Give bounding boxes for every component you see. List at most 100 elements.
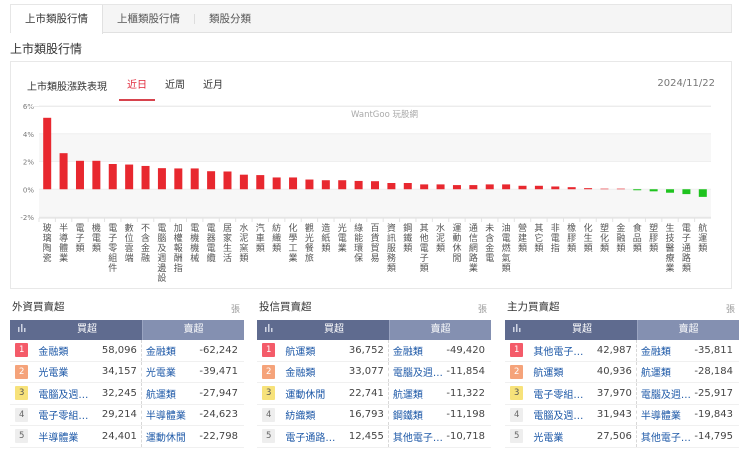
- sell-header[interactable]: 賣超: [389, 320, 491, 340]
- tab-listed-sectors[interactable]: 上市類股行情: [11, 5, 103, 34]
- sell-sector-link[interactable]: 半導體業: [640, 411, 681, 423]
- period-tab-week[interactable]: 近周: [165, 80, 185, 91]
- sell-sector-link[interactable]: 航運類: [640, 368, 671, 380]
- bar[interactable]: [551, 186, 560, 190]
- sell-sector-link[interactable]: 電腦及週…: [392, 368, 443, 380]
- sell-value: -35,811: [694, 344, 733, 356]
- bar[interactable]: [502, 184, 511, 190]
- sell-sector-link[interactable]: 電腦及週…: [640, 389, 691, 401]
- bar[interactable]: [666, 189, 675, 193]
- x-category-label: 電: [108, 223, 117, 234]
- period-tab-day[interactable]: 近日: [119, 76, 155, 101]
- bar[interactable]: [485, 184, 494, 190]
- bar[interactable]: [305, 179, 314, 190]
- buy-sector-link[interactable]: 電腦及週…: [533, 411, 584, 423]
- sell-sector-link[interactable]: 半導體業: [145, 411, 186, 423]
- buy-sector-link[interactable]: 運動休閒: [285, 389, 326, 401]
- x-category-label: 機: [190, 242, 199, 254]
- bar[interactable]: [600, 188, 609, 190]
- bar[interactable]: [141, 165, 150, 190]
- bar[interactable]: [125, 164, 134, 190]
- sell-sector-link[interactable]: 光電業: [145, 368, 176, 380]
- bar[interactable]: [321, 180, 330, 190]
- buy-sector-link[interactable]: 半導體業: [38, 432, 79, 444]
- buy-sector-link[interactable]: 其他電子…: [533, 346, 584, 358]
- sell-header[interactable]: 賣超: [142, 320, 244, 340]
- bar[interactable]: [354, 180, 363, 190]
- bar[interactable]: [289, 177, 298, 190]
- buy-sector-link[interactable]: 電子零組…: [533, 389, 584, 401]
- sell-sector-link[interactable]: 金融類: [392, 346, 423, 358]
- tab-otc-sectors[interactable]: 上櫃類股行情: [117, 13, 180, 25]
- buy-sector-link[interactable]: 光電業: [533, 432, 564, 444]
- sell-sector-link[interactable]: 鋼鐵類: [392, 411, 423, 423]
- bar[interactable]: [207, 171, 216, 190]
- sector-performance-card: 6% 4% 2% 0% -2% 玻璃陶瓷半導體業電子類機電類電子零組件數位雲端不含金融電腦…: [10, 61, 732, 289]
- x-category-label: 化: [600, 232, 609, 244]
- bar[interactable]: [108, 163, 117, 190]
- x-category-label: 油: [502, 222, 511, 234]
- bar-chart-icon[interactable]: [505, 320, 527, 340]
- bar[interactable]: [157, 168, 166, 190]
- bar-chart-icon[interactable]: [10, 320, 32, 340]
- bar[interactable]: [682, 189, 691, 195]
- bar[interactable]: [633, 189, 642, 191]
- bar-chart-icon[interactable]: [257, 320, 279, 340]
- buy-sector-link[interactable]: 金融類: [285, 368, 316, 380]
- bar[interactable]: [616, 188, 625, 190]
- sell-sector-link[interactable]: 航運類: [392, 389, 423, 401]
- buy-sector-link[interactable]: 金融類: [38, 346, 69, 358]
- sell-sector-link[interactable]: 運動休閒: [145, 432, 186, 444]
- bar[interactable]: [518, 185, 527, 190]
- buy-sector-link[interactable]: 紡織類: [285, 411, 316, 423]
- x-category-label: 服: [387, 243, 396, 254]
- period-tab-month[interactable]: 近月: [203, 80, 223, 91]
- buy-sector-link[interactable]: 電腦及週…: [38, 389, 89, 401]
- bar[interactable]: [256, 175, 265, 190]
- x-category-label: 週: [157, 253, 166, 264]
- bar[interactable]: [174, 168, 183, 190]
- bar[interactable]: [469, 185, 478, 190]
- buy-sector-link[interactable]: 電子零組…: [38, 411, 89, 423]
- bar[interactable]: [387, 183, 396, 190]
- bar[interactable]: [584, 188, 593, 190]
- bar[interactable]: [698, 189, 707, 197]
- x-category-label: 電: [190, 223, 199, 234]
- bar[interactable]: [420, 184, 429, 190]
- bar[interactable]: [92, 160, 101, 190]
- buy-header[interactable]: 買超: [77, 324, 97, 335]
- tab-sector-classification[interactable]: 類股分類: [209, 13, 251, 25]
- bar[interactable]: [338, 180, 347, 190]
- x-category-label: 類: [682, 263, 691, 274]
- buy-sector-link[interactable]: 光電業: [38, 368, 69, 380]
- bar[interactable]: [534, 185, 543, 190]
- sell-sector-link[interactable]: 金融類: [145, 346, 176, 358]
- bar[interactable]: [436, 184, 445, 190]
- buy-header[interactable]: 買超: [572, 324, 592, 335]
- sell-sector-link[interactable]: 其他電子…: [392, 432, 443, 444]
- sell-sector-link[interactable]: 其他電子…: [640, 432, 691, 444]
- x-category-label: 類: [420, 263, 429, 274]
- bar[interactable]: [190, 168, 199, 190]
- buy-sector-link[interactable]: 航運類: [533, 368, 564, 380]
- bar[interactable]: [649, 189, 658, 192]
- bar[interactable]: [59, 153, 68, 190]
- bar[interactable]: [272, 177, 281, 190]
- bar[interactable]: [75, 160, 84, 190]
- column-divider: [635, 426, 637, 447]
- buy-sector-link[interactable]: 電子通路…: [285, 432, 336, 444]
- bar[interactable]: [403, 183, 412, 190]
- sell-sector-link[interactable]: 航運類: [145, 389, 176, 401]
- buy-sector-link[interactable]: 航運類: [285, 346, 316, 358]
- bar[interactable]: [239, 174, 248, 190]
- x-category-label: 泥: [436, 233, 445, 244]
- bar[interactable]: [567, 187, 576, 190]
- bar[interactable]: [371, 181, 379, 190]
- buy-header[interactable]: 買超: [324, 324, 344, 335]
- x-category-label: 類: [272, 243, 281, 254]
- bar[interactable]: [223, 171, 232, 190]
- sell-header[interactable]: 賣超: [637, 320, 739, 340]
- sell-sector-link[interactable]: 金融類: [640, 346, 671, 358]
- bar[interactable]: [43, 117, 52, 190]
- bar[interactable]: [452, 185, 461, 190]
